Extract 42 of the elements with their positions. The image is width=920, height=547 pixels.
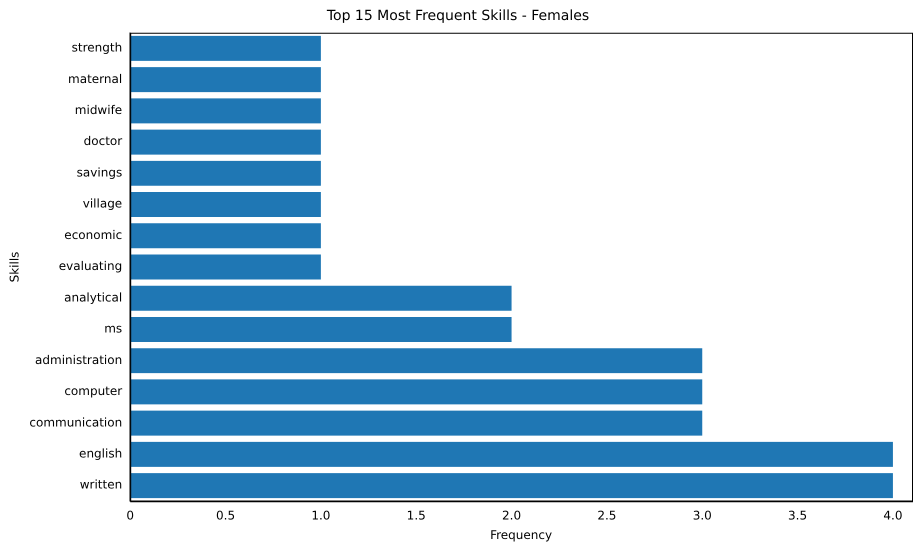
chart-title: Top 15 Most Frequent Skills - Females	[326, 8, 590, 24]
bar	[130, 160, 321, 186]
y-tick-label: ms	[104, 322, 122, 336]
x-tick-label: 3.0	[692, 508, 712, 523]
y-tick-label: analytical	[64, 290, 122, 304]
x-tick-label: 0.5	[216, 508, 236, 523]
bar	[130, 410, 702, 436]
y-tick-label: written	[80, 478, 122, 492]
x-tick-label: 0	[126, 508, 134, 523]
bar	[130, 254, 321, 280]
x-tick-label: 3.5	[788, 508, 808, 523]
y-tick-label: strength	[72, 40, 122, 55]
y-tick-label: evaluating	[58, 259, 122, 274]
bar	[130, 379, 702, 404]
x-tick-label: 4.0	[883, 508, 902, 523]
y-axis-title: Skills	[7, 252, 22, 282]
y-tick-label: economic	[64, 228, 122, 242]
y-tick-label: english	[79, 446, 122, 460]
bar	[130, 473, 893, 498]
x-tick-label: 1.5	[406, 508, 426, 523]
bar	[130, 316, 512, 342]
y-tick-label: computer	[64, 384, 122, 398]
x-tick-label: 2.0	[502, 508, 522, 523]
bar	[130, 348, 702, 374]
bar	[130, 223, 321, 248]
y-tick-label: communication	[29, 415, 122, 430]
y-tick-label: village	[82, 196, 122, 211]
bar	[130, 442, 893, 467]
x-axis-title: Frequency	[490, 528, 552, 542]
y-tick-label: administration	[35, 352, 122, 367]
y-tick-label: maternal	[68, 72, 122, 86]
bar	[130, 286, 512, 311]
bar	[130, 36, 321, 61]
bar	[130, 67, 321, 92]
bar	[130, 98, 321, 124]
y-tick-label: savings	[76, 165, 122, 180]
y-tick-label: doctor	[84, 134, 122, 148]
x-tick-label: 2.5	[597, 508, 616, 523]
bar	[130, 130, 321, 155]
y-tick-label: midwife	[74, 102, 122, 117]
bar	[130, 192, 321, 218]
x-tick-label: 1.0	[311, 508, 330, 523]
